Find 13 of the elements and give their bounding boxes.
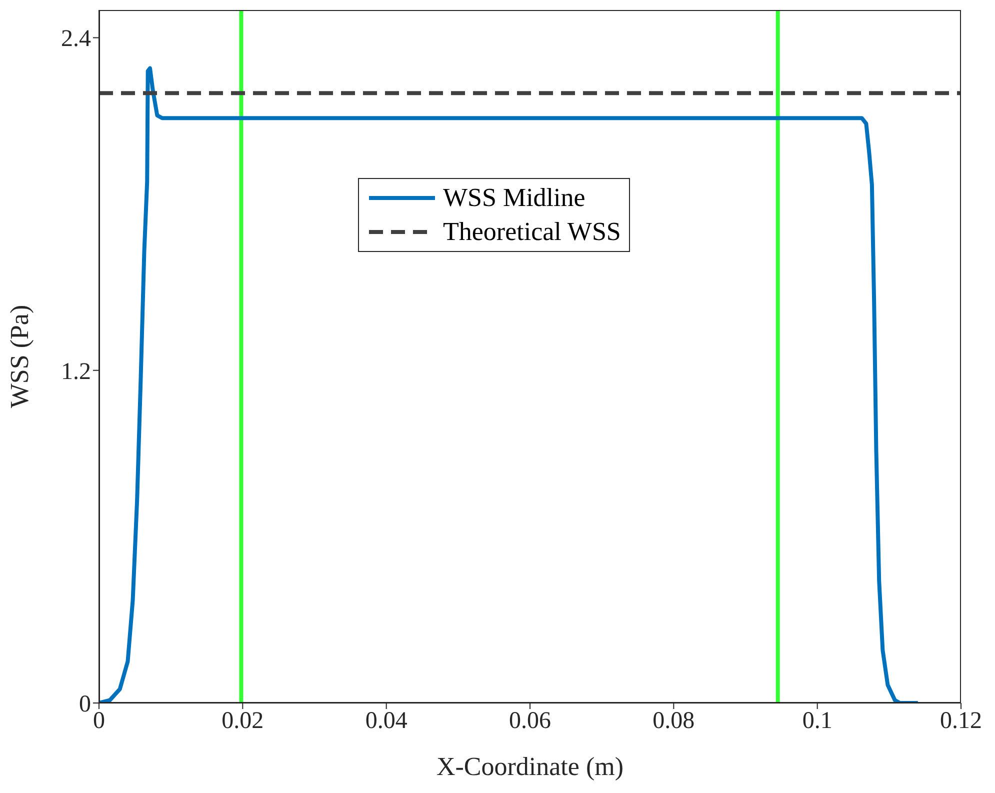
x-tick-label: 0.08 (652, 708, 695, 734)
legend-label: WSS Midline (443, 182, 586, 214)
y-tick-label: 2.4 (61, 26, 91, 52)
x-tick-label: 0.04 (365, 708, 408, 734)
legend-label: Theoretical WSS (443, 216, 621, 248)
x-tick-label: 0.1 (802, 708, 832, 734)
x-tick-label: 0.02 (222, 708, 264, 734)
y-tick-label: 1.2 (61, 358, 91, 385)
y-tick-label: 0 (79, 692, 91, 718)
x-tick-label: 0.12 (940, 708, 982, 734)
x-axis-title: X-Coordinate (m) (436, 752, 624, 781)
x-tick-label: 0.06 (509, 708, 551, 734)
y-axis-title: WSS (Pa) (5, 304, 34, 408)
